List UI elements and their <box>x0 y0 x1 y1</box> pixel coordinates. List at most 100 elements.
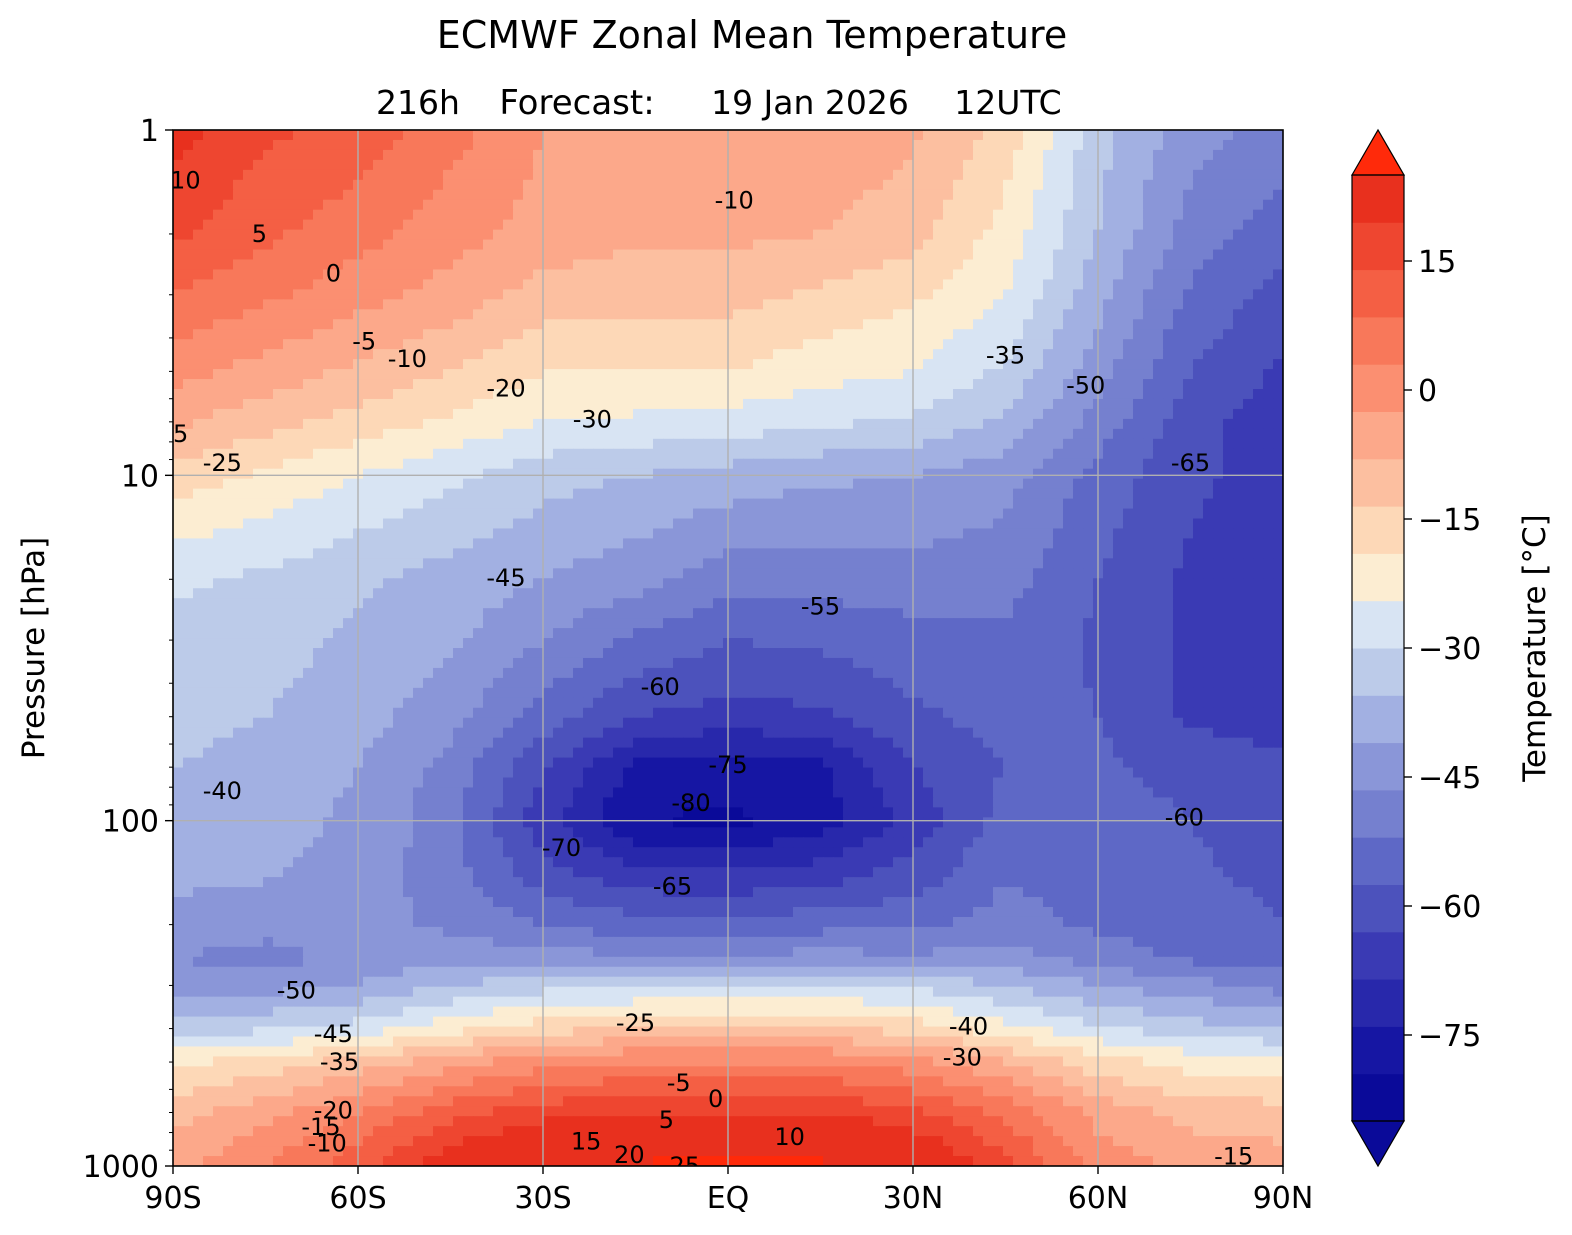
field-cell <box>1023 498 1034 510</box>
field-cell <box>273 498 284 510</box>
field-cell <box>293 548 304 559</box>
field-cell <box>553 249 564 261</box>
field-cell <box>673 239 684 251</box>
field-cell <box>773 538 784 549</box>
field-cell <box>453 438 464 450</box>
field-cell <box>283 488 294 500</box>
field-cell <box>953 438 964 450</box>
field-cell <box>843 139 854 151</box>
field-cell <box>933 389 944 400</box>
field-cell <box>493 508 504 520</box>
field-cell <box>373 289 384 300</box>
field-cell <box>1083 239 1094 251</box>
field-cell <box>493 319 504 330</box>
field-cell <box>343 398 354 410</box>
field-cell <box>753 289 764 300</box>
field-cell <box>1003 568 1014 579</box>
field-cell <box>963 379 974 390</box>
field-cell <box>693 159 704 171</box>
field-cell <box>323 149 334 161</box>
field-cell <box>1023 438 1034 450</box>
field-cell <box>1113 249 1124 261</box>
field-cell <box>1183 189 1194 201</box>
field-cell <box>663 568 674 579</box>
field-cell <box>1003 159 1014 171</box>
field-cell <box>1053 518 1064 530</box>
field-cell <box>783 548 794 559</box>
field-cell <box>263 179 274 191</box>
field-cell <box>1083 379 1094 390</box>
field-cell <box>203 269 214 281</box>
field-cell <box>683 398 694 410</box>
field-cell <box>523 279 534 290</box>
field-cell <box>273 189 284 201</box>
field-cell <box>793 478 804 490</box>
field-cell <box>473 408 484 420</box>
field-cell <box>1063 229 1074 241</box>
field-cell <box>693 309 704 320</box>
field-cell <box>363 548 374 559</box>
field-cell <box>253 418 264 430</box>
field-cell <box>1163 279 1174 290</box>
field-cell <box>273 468 284 480</box>
field-cell <box>1203 130 1214 141</box>
field-cell <box>1103 329 1114 340</box>
field-cell <box>923 428 934 440</box>
field-cell <box>943 259 954 271</box>
field-cell <box>1253 289 1264 300</box>
field-cell <box>773 408 784 420</box>
field-cell <box>1073 229 1084 241</box>
field-cell <box>1203 538 1214 549</box>
field-cell <box>883 319 894 330</box>
field-cell <box>323 379 334 390</box>
field-cell <box>863 259 874 271</box>
field-cell <box>493 169 504 181</box>
field-cell <box>883 468 894 480</box>
field-cell <box>913 309 924 320</box>
field-cell <box>663 239 674 251</box>
field-cell <box>1063 139 1074 151</box>
field-cell <box>403 359 414 370</box>
field-cell <box>1013 478 1024 490</box>
field-cell <box>923 249 934 261</box>
field-cell <box>913 199 924 211</box>
field-cell <box>483 189 494 201</box>
field-cell <box>1243 349 1254 360</box>
field-cell <box>993 249 1004 261</box>
field-cell <box>1153 438 1164 450</box>
field-cell <box>843 508 854 520</box>
field-cell <box>783 369 794 380</box>
field-cell <box>1143 508 1154 520</box>
field-cell <box>303 319 314 330</box>
field-cell <box>1013 279 1024 290</box>
field-cell <box>593 548 604 559</box>
field-cell <box>473 418 484 430</box>
field-cell <box>343 139 354 151</box>
field-cell <box>1133 189 1144 201</box>
field-cell <box>1113 438 1124 450</box>
field-cell <box>823 169 834 181</box>
field-cell <box>913 379 924 390</box>
field-cell <box>673 309 684 320</box>
field-cell <box>793 518 804 530</box>
field-cell <box>1243 179 1254 191</box>
field-cell <box>1063 458 1074 470</box>
field-cell <box>773 329 784 340</box>
field-cell <box>413 189 424 201</box>
field-cell <box>1143 309 1154 320</box>
field-cell <box>853 518 864 530</box>
field-cell <box>383 279 394 290</box>
field-cell <box>733 239 744 251</box>
field-cell <box>1033 299 1044 310</box>
field-cell <box>623 299 634 310</box>
field-cell <box>213 379 224 390</box>
field-cell <box>803 418 814 430</box>
field-cell <box>1013 149 1024 161</box>
field-cell <box>643 408 654 420</box>
field-cell <box>1123 398 1134 410</box>
field-cell <box>203 219 214 231</box>
field-cell <box>903 329 914 340</box>
field-cell <box>243 538 254 549</box>
field-cell <box>323 319 334 330</box>
field-cell <box>1103 438 1114 450</box>
